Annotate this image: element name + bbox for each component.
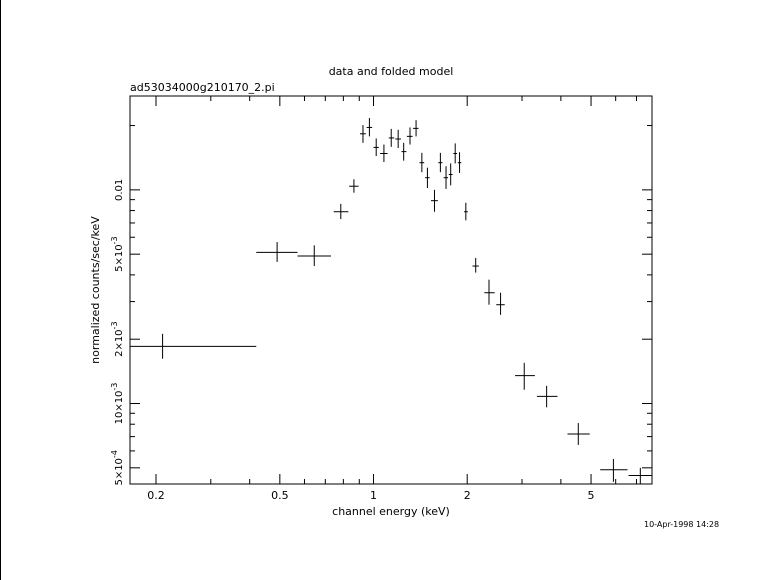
data-point xyxy=(401,142,407,161)
data-point xyxy=(438,152,443,173)
data-point xyxy=(256,242,298,262)
timestamp: 10-Apr-1998 14:28 xyxy=(644,520,720,529)
data-point xyxy=(448,163,453,186)
data-point xyxy=(628,467,652,484)
data-point xyxy=(366,117,373,137)
data-point xyxy=(380,144,388,163)
y-tick-label: 10×10-3 xyxy=(110,383,125,425)
data-point xyxy=(430,189,438,212)
y-tick-times-ten: ×10 xyxy=(114,458,125,479)
data-point xyxy=(600,458,628,482)
x-tick-label: 0.2 xyxy=(147,489,165,502)
y-tick-labels: 5×10-410×10-32×10-35×10-30.01 xyxy=(110,179,125,486)
y-tick-times-ten: ×10 xyxy=(114,244,125,265)
x-tick-labels: 0.2 0.5 1 2 5 xyxy=(147,489,594,502)
y-tick-mantissa: 10 xyxy=(114,412,125,425)
data-point xyxy=(496,292,505,315)
y-tick-exponent: -4 xyxy=(110,450,119,458)
y-tick-times-ten: ×10 xyxy=(114,329,125,350)
data-point xyxy=(453,143,458,164)
y-tick-times-ten: ×10 xyxy=(114,391,125,412)
y-tick-label: 5×10-3 xyxy=(110,236,125,271)
chart-title: data and folded model xyxy=(328,65,454,78)
y-tick-label: 0.01 xyxy=(114,179,125,201)
window-left-border xyxy=(0,0,1,580)
data-points xyxy=(130,117,652,484)
y-tick-label: 2×10-3 xyxy=(110,321,125,356)
data-point xyxy=(443,166,448,189)
x-tick-label: 2 xyxy=(464,489,471,502)
data-point xyxy=(464,202,468,221)
data-point xyxy=(349,179,359,193)
data-point xyxy=(425,167,430,189)
data-point xyxy=(130,333,257,359)
data-point xyxy=(333,203,349,220)
data-point xyxy=(419,152,425,173)
data-point xyxy=(373,138,379,157)
x-axis-label: channel energy (keV) xyxy=(332,505,450,518)
data-point xyxy=(395,129,401,149)
data-point xyxy=(567,423,590,445)
y-tick-exponent: -3 xyxy=(110,383,119,391)
data-point xyxy=(406,127,413,145)
y-tick-mantissa: 2 xyxy=(114,351,125,357)
y-tick-exponent: -3 xyxy=(110,236,119,244)
y-axis-label: normalized counts/sec/keV xyxy=(89,216,102,364)
plot-frame xyxy=(129,95,653,485)
x-tick-label: 1 xyxy=(370,489,377,502)
y-tick-mantissa: 0.01 xyxy=(114,179,125,201)
data-point xyxy=(515,362,535,390)
y-tick-mantissa: 5 xyxy=(114,266,125,272)
y-tick-label: 5×10-4 xyxy=(110,450,125,485)
data-point xyxy=(297,245,331,267)
data-point xyxy=(360,125,366,143)
data-point xyxy=(484,279,495,305)
data-point xyxy=(413,120,419,137)
file-label: ad53034000g210170_2.pi xyxy=(130,81,275,94)
y-tick-mantissa: 5 xyxy=(114,479,125,485)
y-tick-exponent: -3 xyxy=(110,321,119,329)
x-tick-label: 0.5 xyxy=(271,489,289,502)
data-point xyxy=(472,257,479,273)
axis-ticks xyxy=(130,96,652,484)
data-point xyxy=(457,152,462,173)
data-point xyxy=(388,128,395,147)
x-tick-label: 5 xyxy=(588,489,595,502)
data-point xyxy=(536,385,558,408)
